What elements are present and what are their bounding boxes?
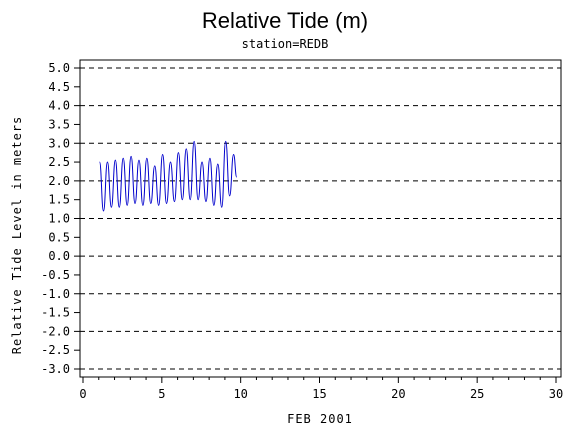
chart-title: Relative Tide (m) [202, 8, 368, 33]
x-tick-label: 0 [79, 387, 86, 401]
y-tick-label: 3.5 [48, 117, 70, 131]
y-tick-label: 1.5 [48, 193, 70, 207]
y-tick-label: 1.0 [48, 212, 70, 226]
y-tick-label: -2.5 [41, 343, 70, 357]
y-tick-label: -3.0 [41, 362, 70, 376]
y-tick-label: 2.5 [48, 155, 70, 169]
y-tick-label: 0.0 [48, 249, 70, 263]
x-tick-label: 25 [470, 387, 484, 401]
y-axis-label: Relative Tide Level in meters [10, 116, 24, 355]
x-tick-label: 10 [233, 387, 247, 401]
y-tick-label: -1.5 [41, 306, 70, 320]
y-tick-label: -2.0 [41, 324, 70, 338]
gridlines [80, 67, 561, 370]
y-axis: -3.0 -2.5 -2.0 -1.5 -1.0 -0.5 0.0 0.5 1.0 1.5 2.0 2… [41, 61, 80, 376]
y-tick-label: 4.5 [48, 80, 70, 94]
y-tick-label: 4.0 [48, 99, 70, 113]
y-tick-label: 3.0 [48, 136, 70, 150]
x-tick-label: 5 [158, 387, 165, 401]
chart-subtitle: station=REDB [242, 37, 329, 51]
x-tick-label: 30 [549, 387, 563, 401]
x-tick-label: 20 [391, 387, 405, 401]
y-tick-label: 0.5 [48, 230, 70, 244]
x-tick-label: 15 [312, 387, 326, 401]
y-tick-label: -0.5 [41, 268, 70, 282]
y-tick-label: 5.0 [48, 61, 70, 75]
x-axis-label: FEB 2001 [287, 412, 353, 426]
y-tick-label: -1.0 [41, 287, 70, 301]
tide-series-line [99, 140, 238, 212]
series-layer [99, 140, 238, 212]
x-axis: 0 5 10 15 20 25 30 [79, 377, 563, 401]
y-tick-label: 2.0 [48, 174, 70, 188]
